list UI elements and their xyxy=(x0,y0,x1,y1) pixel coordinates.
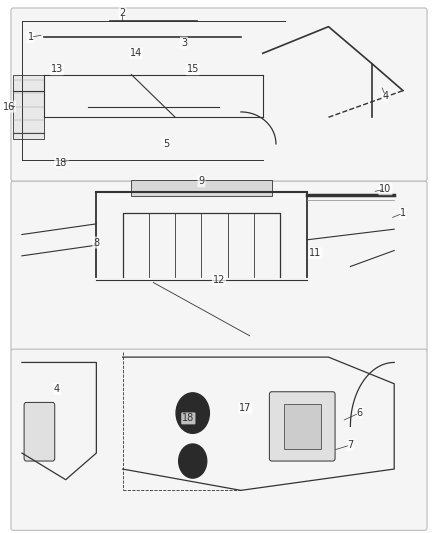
Text: 1: 1 xyxy=(400,208,406,218)
Text: 4: 4 xyxy=(382,91,389,101)
Circle shape xyxy=(179,444,207,478)
Circle shape xyxy=(176,393,209,433)
FancyBboxPatch shape xyxy=(269,392,335,461)
FancyBboxPatch shape xyxy=(13,75,44,139)
Text: 16: 16 xyxy=(3,102,15,111)
Text: 3: 3 xyxy=(181,38,187,47)
Text: 2: 2 xyxy=(120,9,126,18)
Text: 7: 7 xyxy=(347,440,353,450)
Text: 5: 5 xyxy=(163,139,170,149)
FancyBboxPatch shape xyxy=(11,181,427,352)
Text: 12: 12 xyxy=(213,275,225,285)
FancyBboxPatch shape xyxy=(284,404,321,449)
Text: 13: 13 xyxy=(51,64,63,74)
Text: 4: 4 xyxy=(54,384,60,394)
FancyBboxPatch shape xyxy=(11,8,427,181)
Text: 14: 14 xyxy=(130,49,142,58)
FancyBboxPatch shape xyxy=(24,402,55,461)
Text: 9: 9 xyxy=(198,176,205,186)
FancyBboxPatch shape xyxy=(11,349,427,530)
Text: 15: 15 xyxy=(187,64,199,74)
Text: 6: 6 xyxy=(356,408,362,418)
Text: 8: 8 xyxy=(93,238,99,247)
Text: 17: 17 xyxy=(239,403,251,413)
Text: 18: 18 xyxy=(55,158,67,167)
Text: 11: 11 xyxy=(309,248,321,258)
Text: 18: 18 xyxy=(182,414,194,423)
Text: 1: 1 xyxy=(28,33,34,42)
Text: 10: 10 xyxy=(379,184,392,194)
FancyBboxPatch shape xyxy=(131,180,272,196)
